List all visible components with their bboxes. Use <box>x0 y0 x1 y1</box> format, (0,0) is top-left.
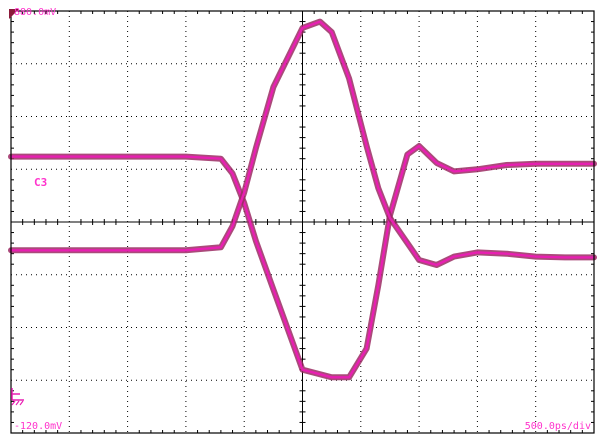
waveform-trace-2 <box>9 20 596 267</box>
y-bottom-label: -120.0mV <box>14 421 63 432</box>
waveform-trace-1 <box>9 144 596 379</box>
waveform-traces <box>8 18 597 381</box>
ground-hatch <box>15 400 20 406</box>
ground-reference-icon <box>11 388 24 406</box>
graticule <box>11 11 594 433</box>
ground-hatch <box>11 400 16 406</box>
graticule-frame <box>10 10 595 434</box>
channel-label: C3 <box>34 176 48 189</box>
y-top-label: 880.0mV <box>14 7 57 18</box>
ground-hatch <box>19 400 24 406</box>
timebase-label: 500.0ps/div <box>524 421 591 432</box>
trigger-marker-icon <box>9 9 19 19</box>
